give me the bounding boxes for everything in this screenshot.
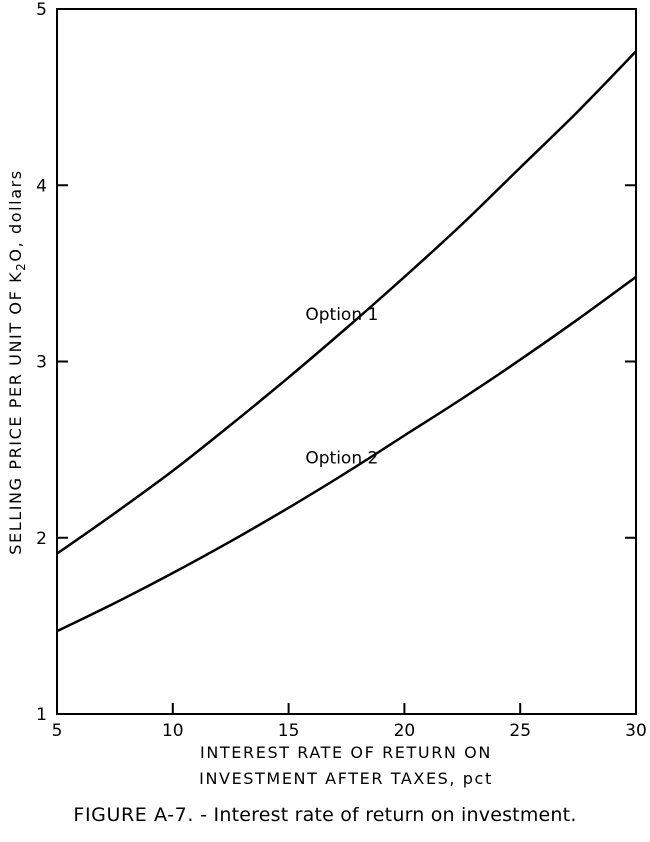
x-axis-title-line-1: INTEREST RATE OF RETURN ON [200, 743, 492, 762]
y-tick-label: 3 [36, 353, 47, 373]
x-tick-label: 30 [625, 721, 647, 741]
figure-caption: FIGURE A-7. - Interest rate of return on… [0, 804, 650, 826]
x-axis-ticks: 5 10 15 20 25 30 [52, 703, 647, 741]
y-tick-label: 4 [36, 176, 47, 196]
caption-separator: - [194, 804, 214, 826]
y-axis-title-main: SELLING PRICE PER UNIT OF K [6, 271, 25, 555]
y-axis-title: SELLING PRICE PER UNIT OF K2O, dollars [6, 169, 28, 555]
y-tick-label: 5 [36, 0, 47, 20]
x-tick-label: 20 [394, 721, 416, 741]
series-line-option-2 [56, 275, 637, 633]
y-axis-title-rest: O, dollars [6, 169, 25, 261]
line-chart: 5 10 15 20 25 30 1 2 3 4 5 Option 1 Option 2 INTER… [6, 0, 647, 788]
caption-text: Interest rate of return on investment. [213, 804, 577, 826]
series-line-option-1 [56, 50, 637, 555]
x-tick-label: 15 [278, 721, 300, 741]
x-tick-label: 25 [509, 721, 531, 741]
x-tick-label: 5 [52, 721, 63, 741]
y-axis-title-subscript: 2 [14, 262, 28, 271]
x-axis-title-line-2: INVESTMENT AFTER TAXES, pct [199, 769, 493, 788]
series-labels: Option 1 Option 2 [305, 305, 378, 468]
series-layer [56, 50, 637, 633]
plot-frame [56, 8, 637, 715]
y-axis-ticks: 1 2 3 4 5 [36, 0, 636, 725]
x-tick-label: 10 [162, 721, 184, 741]
figure-number: FIGURE A-7. [73, 804, 194, 826]
series-label-option-2: Option 2 [305, 448, 378, 468]
y-tick-label: 2 [36, 529, 47, 549]
y-tick-label: 1 [36, 705, 47, 725]
series-label-option-1: Option 1 [305, 305, 378, 325]
